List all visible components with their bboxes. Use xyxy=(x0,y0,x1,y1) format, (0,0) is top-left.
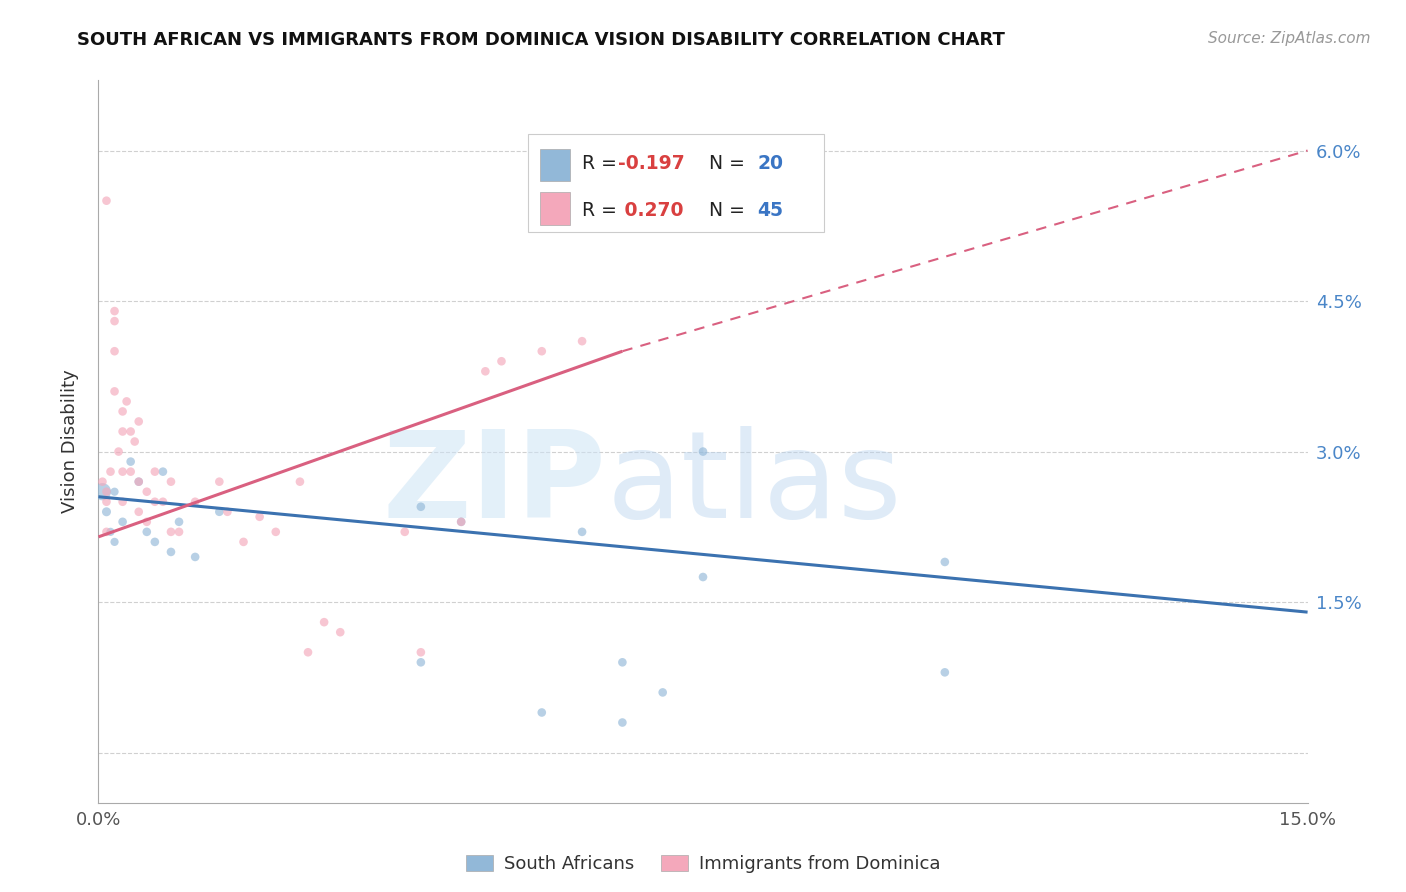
Point xyxy=(103,314,125,328)
Point xyxy=(409,500,432,514)
Point xyxy=(143,534,166,549)
Text: -0.197: -0.197 xyxy=(619,153,685,173)
Text: N =: N = xyxy=(697,153,751,173)
Point xyxy=(934,555,956,569)
Point xyxy=(249,509,271,524)
Point xyxy=(103,384,125,399)
Point xyxy=(96,484,118,499)
Point xyxy=(96,494,118,508)
Legend: South Africans, Immigrants from Dominica: South Africans, Immigrants from Dominica xyxy=(458,847,948,880)
Point xyxy=(450,515,472,529)
Text: R =: R = xyxy=(582,201,623,219)
Point xyxy=(100,465,122,479)
Point xyxy=(232,534,254,549)
Point xyxy=(111,465,134,479)
Point xyxy=(160,475,183,489)
Point xyxy=(120,455,142,469)
Point xyxy=(143,465,166,479)
Point xyxy=(91,475,114,489)
Point xyxy=(208,475,231,489)
Point xyxy=(217,505,239,519)
Point xyxy=(100,524,122,539)
Point xyxy=(111,425,134,439)
Point xyxy=(135,484,157,499)
Point xyxy=(288,475,311,489)
FancyBboxPatch shape xyxy=(527,135,824,232)
Point xyxy=(329,625,352,640)
Point xyxy=(184,549,207,564)
Point xyxy=(124,434,146,449)
FancyBboxPatch shape xyxy=(540,193,569,225)
Text: ZIP: ZIP xyxy=(382,426,606,543)
Text: atlas: atlas xyxy=(606,426,901,543)
Text: N =: N = xyxy=(697,201,751,219)
Point xyxy=(91,484,114,499)
Point xyxy=(103,484,125,499)
Point xyxy=(107,444,129,458)
Point xyxy=(474,364,496,378)
Point xyxy=(103,344,125,359)
Point xyxy=(264,524,287,539)
Point xyxy=(409,645,432,659)
Point xyxy=(571,524,593,539)
Point xyxy=(111,515,134,529)
Point xyxy=(297,645,319,659)
Text: SOUTH AFRICAN VS IMMIGRANTS FROM DOMINICA VISION DISABILITY CORRELATION CHART: SOUTH AFRICAN VS IMMIGRANTS FROM DOMINIC… xyxy=(77,31,1005,49)
Point xyxy=(96,194,118,208)
Point xyxy=(394,524,416,539)
Point xyxy=(111,494,134,508)
Point xyxy=(491,354,513,368)
Point xyxy=(120,465,142,479)
Point xyxy=(135,524,157,539)
FancyBboxPatch shape xyxy=(540,149,569,181)
Point xyxy=(103,304,125,318)
Point xyxy=(314,615,336,630)
Point xyxy=(184,494,207,508)
Point xyxy=(530,706,553,720)
Point xyxy=(128,475,150,489)
Point xyxy=(128,475,150,489)
Point xyxy=(128,414,150,429)
Text: R =: R = xyxy=(582,153,623,173)
Point xyxy=(167,524,190,539)
Point xyxy=(450,515,472,529)
Point xyxy=(96,524,118,539)
Point xyxy=(103,534,125,549)
Text: 20: 20 xyxy=(758,153,783,173)
Point xyxy=(934,665,956,680)
Point xyxy=(651,685,673,699)
Point xyxy=(208,505,231,519)
Text: 45: 45 xyxy=(758,201,783,219)
Point xyxy=(409,655,432,669)
Point xyxy=(160,524,183,539)
Point xyxy=(692,444,714,458)
Point xyxy=(96,505,118,519)
Point xyxy=(530,344,553,359)
Point xyxy=(115,394,138,409)
Point xyxy=(111,404,134,418)
Point xyxy=(120,425,142,439)
Point xyxy=(152,494,174,508)
Point xyxy=(143,494,166,508)
Point xyxy=(612,655,634,669)
Point xyxy=(128,505,150,519)
Point xyxy=(692,570,714,584)
Point xyxy=(571,334,593,349)
Y-axis label: Vision Disability: Vision Disability xyxy=(60,369,79,514)
Text: 0.270: 0.270 xyxy=(619,201,683,219)
Text: Source: ZipAtlas.com: Source: ZipAtlas.com xyxy=(1208,31,1371,46)
Point xyxy=(160,545,183,559)
Point xyxy=(152,465,174,479)
Point xyxy=(135,515,157,529)
Point xyxy=(167,515,190,529)
Point xyxy=(612,715,634,730)
